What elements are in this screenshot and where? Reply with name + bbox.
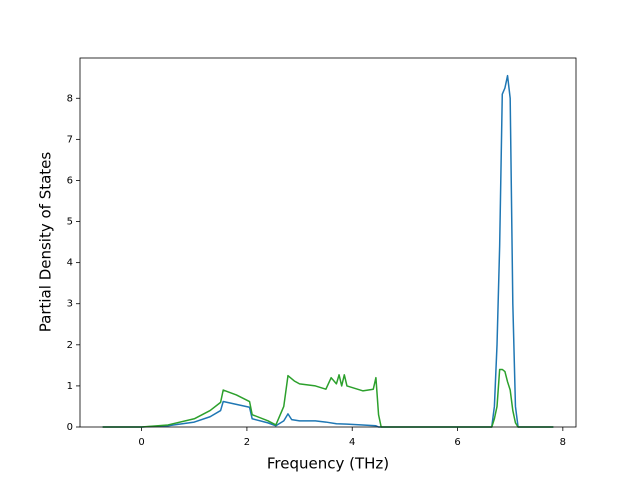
y-tick-label: 6 (67, 175, 73, 186)
y-axis-label: Partial Density of States (37, 152, 55, 333)
x-axis-label: Frequency (THz) (267, 455, 389, 473)
y-tick-label: 2 (67, 340, 73, 351)
data-line (102, 368, 554, 428)
data-line (102, 74, 554, 428)
x-tick-label: 0 (138, 437, 144, 448)
x-tick-label: 2 (244, 437, 250, 448)
y-tick-label: 7 (67, 134, 73, 145)
y-tick-label: 0 (67, 422, 73, 433)
x-tick-label: 8 (560, 437, 566, 448)
plot-frame (79, 57, 577, 428)
x-tick-label: 4 (349, 437, 355, 448)
y-tick-label: 5 (67, 217, 73, 228)
y-tick-label: 8 (67, 93, 73, 104)
x-tick-label: 6 (454, 437, 460, 448)
y-tick-label: 1 (67, 381, 73, 392)
y-tick-label: 4 (67, 258, 73, 269)
y-tick-label: 3 (67, 299, 73, 310)
